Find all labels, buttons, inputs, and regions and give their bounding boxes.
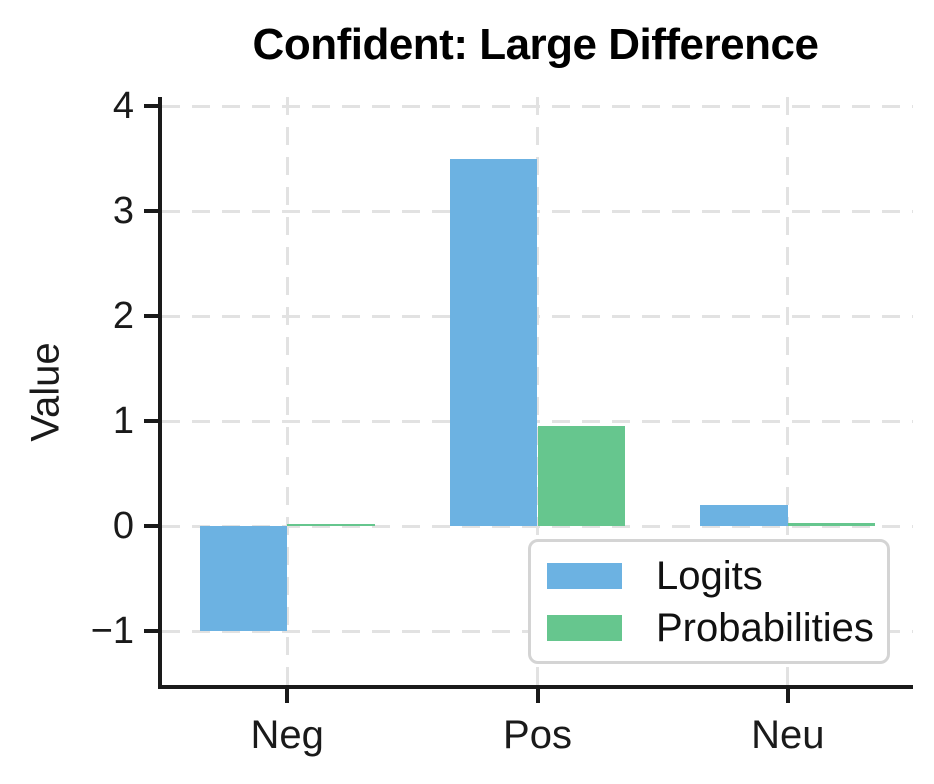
legend-swatch-probabilities bbox=[547, 614, 622, 641]
legend-swatch-logits bbox=[547, 562, 622, 589]
y-tick-label: 4 bbox=[112, 85, 134, 128]
plot-area: 4 3 2 1 0 −1 Neg Pos Neu Logits Probabilities bbox=[91, 87, 913, 757]
y-tick-label: 3 bbox=[112, 190, 134, 233]
y-tick-label: 1 bbox=[112, 400, 134, 443]
y-axis-tick bbox=[144, 419, 158, 424]
gridline-vertical bbox=[536, 97, 539, 685]
x-tick-label: Neg bbox=[250, 713, 324, 757]
gridline-vertical bbox=[786, 97, 790, 685]
y-axis-tick bbox=[144, 209, 158, 214]
legend-entry-logits: Logits bbox=[547, 556, 887, 596]
y-axis-tick bbox=[144, 629, 158, 634]
bar-logits-neu bbox=[700, 505, 788, 527]
bar-logits-pos bbox=[449, 158, 538, 527]
legend: Logits Probabilities bbox=[528, 539, 890, 664]
x-tick-label: Pos bbox=[503, 713, 572, 757]
y-axis-tick bbox=[144, 524, 158, 529]
bar-probabilities-neg bbox=[287, 524, 375, 527]
legend-label-probabilities: Probabilities bbox=[656, 605, 874, 650]
x-axis-tick bbox=[535, 689, 540, 703]
x-axis-tick bbox=[785, 689, 790, 703]
chart-title: Confident: Large Difference bbox=[252, 20, 819, 69]
gridline-vertical bbox=[285, 97, 289, 685]
legend-label-logits: Logits bbox=[656, 553, 763, 598]
y-tick-label: 0 bbox=[112, 505, 134, 548]
y-axis-tick bbox=[144, 104, 158, 109]
y-tick-label: −1 bbox=[90, 610, 134, 653]
bar-probabilities-neu bbox=[787, 522, 876, 527]
x-tick-label: Neu bbox=[751, 713, 825, 757]
bar-logits-neg bbox=[199, 526, 288, 632]
bar-probabilities-pos bbox=[537, 426, 626, 527]
x-axis-tick bbox=[285, 689, 290, 703]
y-tick-label: 2 bbox=[112, 295, 134, 338]
legend-entry-probabilities: Probabilities bbox=[547, 608, 887, 648]
y-axis-tick bbox=[144, 314, 158, 319]
